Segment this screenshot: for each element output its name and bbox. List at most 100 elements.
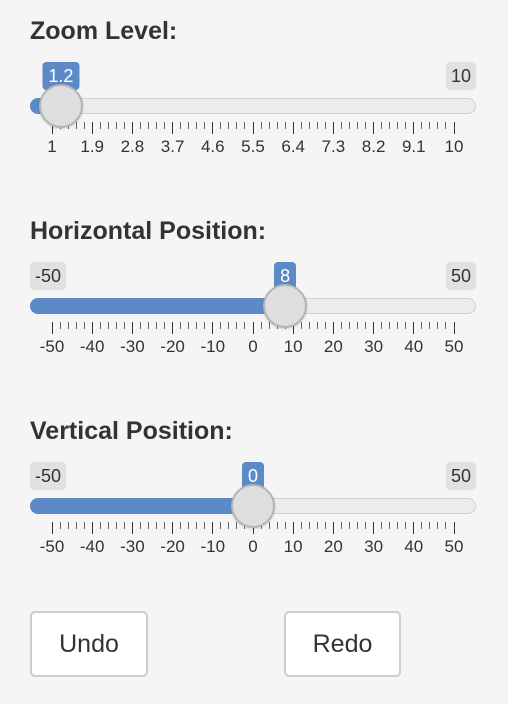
major-tick (252, 122, 254, 134)
minor-tick (99, 122, 101, 129)
minor-tick (260, 122, 262, 129)
minor-tick (67, 322, 69, 329)
undo-button[interactable]: Undo (30, 611, 148, 677)
minor-tick (139, 322, 141, 329)
horizontal-max-label: 50 (445, 262, 476, 290)
minor-tick (123, 122, 125, 129)
minor-tick (348, 522, 350, 529)
minor-tick (139, 122, 141, 129)
zoom-slider-ticks: 1 1.9 2.8 3.7 4.6 5.5 6.4 7.3 8.2 9.1 10 (30, 114, 476, 164)
tick-label: 9.1 (401, 137, 426, 156)
major-tick (131, 122, 133, 134)
major-tick (51, 122, 53, 134)
minor-tick (188, 322, 190, 329)
tick-label: 6.4 (281, 137, 306, 156)
minor-tick (308, 522, 310, 529)
minor-tick (180, 522, 182, 529)
major-tick (252, 322, 254, 334)
major-tick (91, 322, 93, 334)
vertical-min-label: -50 (30, 462, 67, 490)
minor-tick (180, 122, 182, 129)
minor-tick (115, 322, 117, 329)
major-tick (413, 322, 415, 334)
tick-label: 7.3 (321, 137, 346, 156)
minor-tick (429, 522, 431, 529)
tick-label: 0 (248, 337, 258, 356)
minor-tick (445, 522, 447, 529)
minor-tick (357, 522, 359, 529)
tick-label: 30 (364, 337, 384, 356)
major-tick (172, 322, 174, 334)
tick-label: 40 (404, 337, 424, 356)
minor-tick (244, 122, 246, 129)
minor-tick (236, 522, 238, 529)
minor-tick (59, 522, 61, 529)
minor-tick (340, 122, 342, 129)
tick-label: 2.8 (120, 137, 145, 156)
tick-label: 20 (323, 537, 343, 556)
minor-tick (429, 122, 431, 129)
zoom-max-label: 10 (445, 62, 476, 90)
minor-tick (397, 122, 399, 129)
minor-tick (437, 522, 439, 529)
major-tick (91, 522, 93, 534)
minor-tick (139, 522, 141, 529)
minor-tick (164, 322, 166, 329)
minor-tick (196, 322, 198, 329)
minor-tick (204, 522, 206, 529)
minor-tick (437, 322, 439, 329)
vertical-position-slider[interactable]: -50 50 0 -50 -40 -30 -20 -10 0 10 20 30 40 50 (30, 416, 476, 586)
minor-tick (381, 122, 383, 129)
minor-tick (188, 122, 190, 129)
tick-label: 3.7 (160, 137, 185, 156)
major-tick (292, 322, 294, 334)
horizontal-position-control: Horizontal Position: -50 50 8 -50 -40 -30-… (30, 216, 476, 386)
minor-tick (83, 122, 85, 129)
minor-tick (389, 122, 391, 129)
tick-label: -50 (39, 537, 65, 556)
minor-tick (107, 522, 109, 529)
minor-tick (268, 522, 270, 529)
minor-tick (180, 322, 182, 329)
vertical-slider-handle[interactable] (231, 484, 275, 528)
minor-tick (123, 322, 125, 329)
vertical-max-label: 50 (445, 462, 476, 490)
minor-tick (156, 322, 158, 329)
tick-label: 50 (444, 537, 464, 556)
minor-tick (389, 522, 391, 529)
major-tick (332, 122, 334, 134)
major-tick (373, 122, 375, 134)
minor-tick (147, 522, 149, 529)
minor-tick (260, 322, 262, 329)
minor-tick (348, 122, 350, 129)
minor-tick (405, 122, 407, 129)
minor-tick (429, 322, 431, 329)
vertical-slider-ticks: -50 -40 -30 -20 -10 0 10 20 30 40 50 (30, 514, 476, 564)
minor-tick (204, 322, 206, 329)
redo-button[interactable]: Redo (284, 611, 401, 677)
minor-tick (107, 122, 109, 129)
zoom-slider-handle[interactable] (38, 84, 83, 128)
horizontal-position-slider[interactable]: -50 50 8 -50 -40 -30 -20 -10 0 10 20 30 40 50 (30, 216, 476, 386)
minor-tick (340, 522, 342, 529)
minor-tick (421, 322, 423, 329)
minor-tick (75, 522, 77, 529)
major-tick (91, 122, 93, 134)
minor-tick (300, 322, 302, 329)
minor-tick (316, 522, 318, 529)
minor-tick (324, 322, 326, 329)
major-tick (212, 522, 214, 534)
minor-tick (316, 122, 318, 129)
minor-tick (188, 522, 190, 529)
zoom-level-slider[interactable]: 10 1.2 1 1.9 2.8 3.7 4.6 5.5 6.4 7.3 8.2 9.1 10 (30, 16, 476, 186)
major-tick (292, 522, 294, 534)
tick-label: -20 (160, 337, 185, 356)
horizontal-slider-handle[interactable] (263, 284, 308, 328)
minor-tick (365, 122, 367, 129)
vertical-position-title: Vertical Position: (30, 417, 233, 445)
minor-tick (244, 322, 246, 329)
minor-tick (316, 322, 318, 329)
zoom-level-title: Zoom Level: (30, 17, 178, 45)
zoom-slider-track[interactable] (30, 98, 476, 114)
minor-tick (308, 322, 310, 329)
